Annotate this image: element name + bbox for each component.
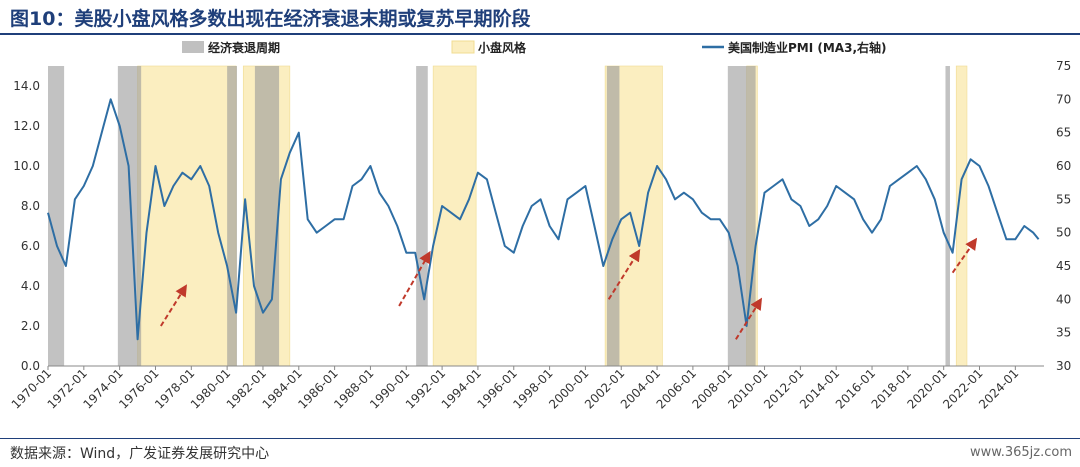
legend-label-0: 经济衰退周期 [208,40,280,55]
legend-swatch-1 [451,40,475,54]
left-tick-label-0: 0.0 [21,359,40,373]
recession-band-1 [117,66,142,366]
recession-band-0 [48,66,65,366]
recovery-arrow-2 [607,248,641,300]
legend-swatch-0 [182,41,204,53]
recession-band-5 [606,66,620,366]
left-tick-label-4: 8.0 [21,199,40,213]
legend-label-2: 美国制造业PMI (MA3,右轴) [728,40,887,55]
left-tick-label-3: 6.0 [21,239,40,253]
bottom-rule [0,438,1080,439]
watermark: www.365jz.com [970,445,1072,460]
small-cap-band-0 [137,65,237,367]
right-tick-label-2: 40 [1056,292,1071,306]
legend-label-1: 小盘风格 [478,40,527,55]
recovery-arrow-1 [398,250,431,307]
right-tick-label-6: 60 [1056,159,1071,173]
recession-band-2 [227,66,237,366]
legend-item-0: 经济衰退周期 [182,40,280,55]
pmi-line [47,98,1040,341]
title-bar: 图10：美股小盘风格多数出现在经济衰退末期或复苏早期阶段 [0,0,1080,35]
recession-band-3 [254,66,280,366]
right-tick-label-5: 55 [1056,192,1071,206]
legend-item-1: 小盘风格 [451,40,527,55]
recession-band-7 [945,66,950,366]
chart: 经济衰退周期 小盘风格 美国制造业PMI (MA3,右轴) 1970-011972-… [9,40,1072,412]
series-layer [47,98,1040,341]
legend: 经济衰退周期 小盘风格 美国制造业PMI (MA3,右轴) [182,40,887,55]
bands-layer [48,65,968,367]
title-rule [0,33,1080,35]
left-tick-label-7: 14.0 [13,79,40,93]
recession-band-6 [727,66,756,366]
right-tick-label-4: 50 [1056,226,1071,240]
source-note: 数据来源：Wind，广发证券发展研究中心 [10,446,270,462]
arrows-layer [160,237,978,340]
left-tick-label-5: 10.0 [13,159,40,173]
left-tick-label-2: 4.0 [21,279,40,293]
right-tick-label-7: 65 [1056,126,1071,140]
chart-title: 图10：美股小盘风格多数出现在经济衰退末期或复苏早期阶段 [10,8,531,30]
legend-item-2: 美国制造业PMI (MA3,右轴) [702,40,887,55]
x-tick-label-27: 2024-01 [976,366,1021,411]
left-tick-label-6: 12.0 [13,119,40,133]
right-tick-label-0: 30 [1056,359,1071,373]
right-tick-label-1: 35 [1056,326,1071,340]
recession-band-4 [416,66,428,366]
left-tick-label-1: 2.0 [21,319,40,333]
recovery-arrow-4 [951,237,978,274]
right-tick-label-9: 75 [1056,59,1071,73]
right-tick-label-3: 45 [1056,259,1071,273]
right-tick-label-8: 70 [1056,92,1071,106]
